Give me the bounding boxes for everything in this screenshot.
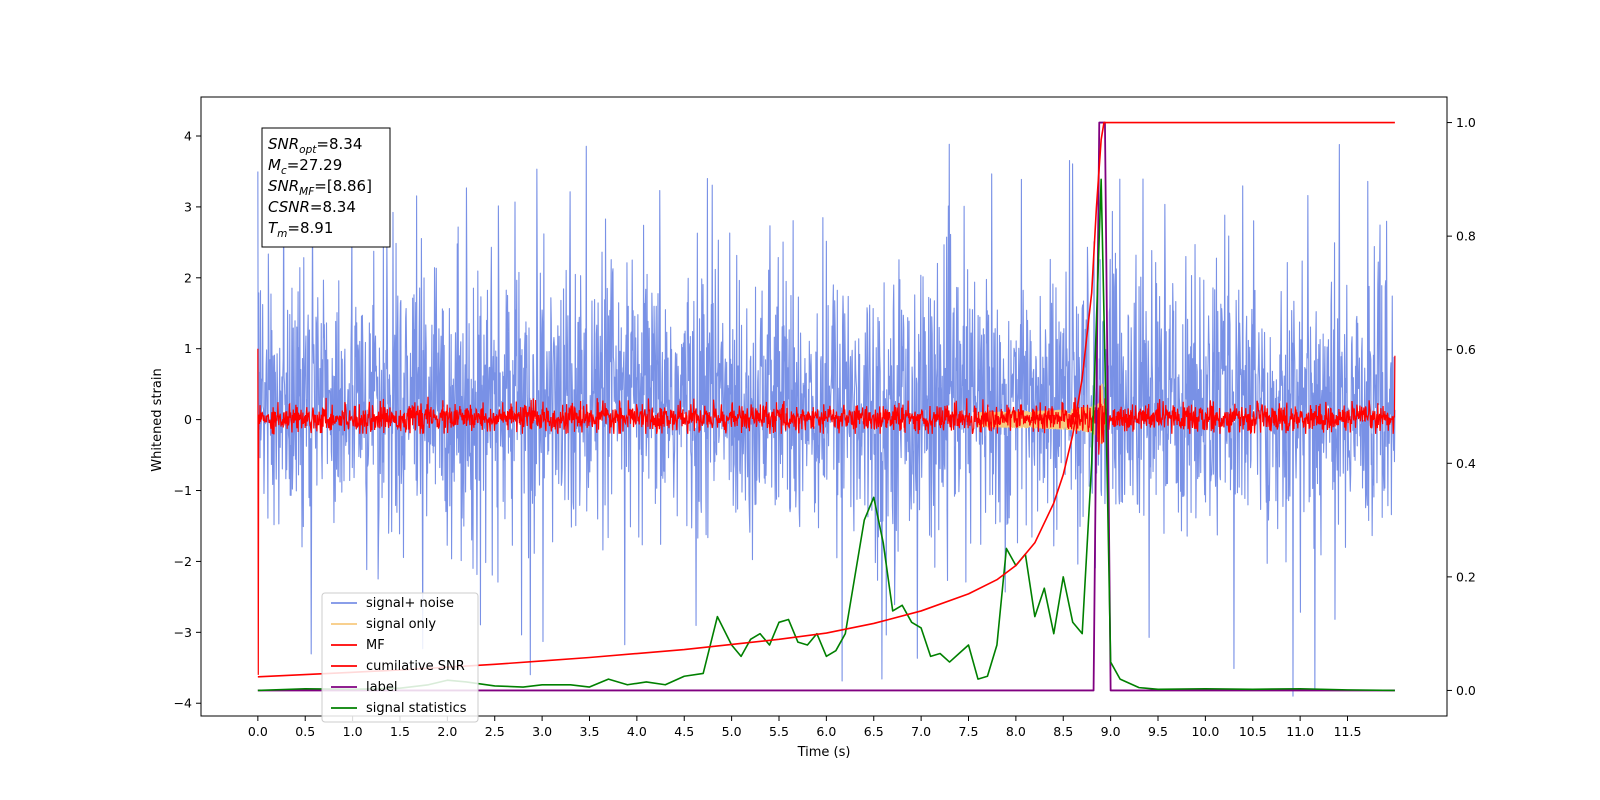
x-tick-label: 4.5: [674, 724, 694, 739]
x-tick-label: 0.5: [295, 724, 315, 739]
x-tick-label: 6.5: [864, 724, 884, 739]
series-signal-noise: [257, 143, 1396, 697]
x-tick-label: 11.5: [1334, 724, 1362, 739]
series-cumilative-snr: [257, 121, 1395, 678]
legend-frame: [321, 592, 479, 723]
legend-label: label: [366, 680, 397, 695]
x-tick-label: 1.0: [343, 724, 363, 739]
y2-tick-label: 0.2: [1456, 569, 1476, 584]
x-tick-label: 2.0: [437, 724, 457, 739]
legend: signal+ noise signal only MF cumilative SNR…: [321, 592, 479, 723]
plot-frame: [200, 96, 1448, 717]
x-tick-label: 7.0: [911, 724, 931, 739]
x-axis-label: Time (s): [797, 745, 851, 760]
y-tick-label: 2: [184, 270, 192, 285]
series-signal-statistics: [257, 178, 1395, 692]
legend-label: signal+ noise: [366, 596, 454, 611]
x-tick-label: 4.0: [627, 724, 647, 739]
x-tick-label: 6.0: [816, 724, 836, 739]
legend-label: signal only: [366, 617, 436, 632]
annotation-line: Tm=8.91: [268, 219, 333, 240]
annotation-line: SNRMF=[8.86]: [268, 177, 372, 198]
annotation-line: Mc=27.29: [268, 156, 342, 177]
legend-label: signal statistics: [366, 701, 467, 716]
y-tick-label: −4: [174, 696, 192, 711]
y-tick-label: −3: [174, 625, 192, 640]
y-tick-label: −2: [174, 554, 192, 569]
y-tick-label: 4: [184, 128, 192, 143]
x-tick-label: 10.0: [1191, 724, 1219, 739]
x-tick-label: 3.0: [532, 724, 552, 739]
y2-tick-label: 0.8: [1456, 229, 1476, 244]
x-tick-label: 9.0: [1101, 724, 1121, 739]
axes: 0.0 0.5 1.0 1.5 2.0 2.5 3.0 3.5 4.0 4.5 5.0 5.5 6.0 6…: [174, 115, 1476, 739]
x-tick-label: 5.5: [769, 724, 789, 739]
snr-annotation-box: SNRopt=8.34Mc=27.29SNRMF=[8.86]CSNR=8.34…: [261, 127, 391, 248]
y-tick-label: 1: [184, 341, 192, 356]
plot-series: [257, 121, 1396, 697]
y2-tick-label: 0.4: [1456, 456, 1476, 471]
annotation-line: CSNR=8.34: [268, 198, 356, 216]
x-tick-label: 9.5: [1148, 724, 1168, 739]
annotation-line: SNRopt=8.34: [268, 135, 362, 156]
y-tick-label: −1: [174, 483, 192, 498]
y2-tick-label: 1.0: [1456, 115, 1476, 130]
y-tick-label: 0: [184, 412, 192, 427]
series-label: [257, 121, 1395, 692]
y2-tick-label: 0.0: [1456, 683, 1476, 698]
x-tick-label: 11.0: [1286, 724, 1314, 739]
y-axis-label: Whitened strain: [150, 368, 165, 471]
x-tick-label: 5.0: [722, 724, 742, 739]
x-tick-label: 3.5: [580, 724, 600, 739]
series-mf: [257, 348, 1396, 675]
y2-tick-label: 0.6: [1456, 342, 1476, 357]
x-tick-label: 0.0: [248, 724, 268, 739]
x-tick-label: 1.5: [390, 724, 410, 739]
x-tick-label: 7.5: [959, 724, 979, 739]
x-tick-label: 8.5: [1053, 724, 1073, 739]
y-tick-label: 3: [184, 199, 192, 214]
legend-label: MF: [366, 638, 385, 653]
x-tick-label: 2.5: [485, 724, 505, 739]
legend-label: cumilative SNR: [366, 659, 465, 674]
x-tick-label: 10.5: [1239, 724, 1267, 739]
x-tick-label: 8.0: [1006, 724, 1026, 739]
